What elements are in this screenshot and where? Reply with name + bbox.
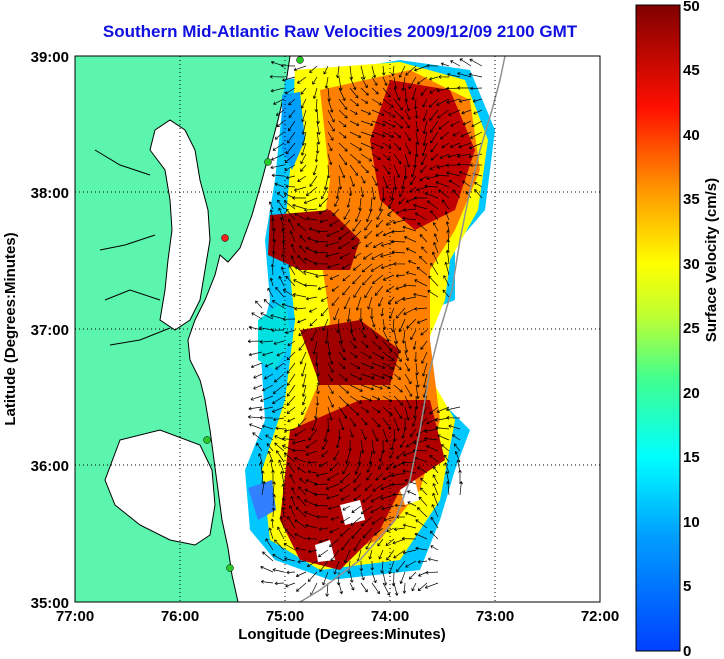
colorbar-tick-label: 5	[683, 578, 691, 595]
colorbar-tick-label: 25	[683, 320, 700, 337]
bay-tributary	[94, 149, 171, 346]
map-plot-area	[75, 56, 600, 602]
y-tick-label: 39:00	[31, 49, 69, 66]
radar-station-marker	[264, 158, 272, 166]
velocity-vectors	[247, 58, 483, 597]
y-tick-label: 37:00	[31, 322, 69, 339]
colorbar-ticks: 50 45 40 35 30 25 20 15 10 5 0	[683, 0, 700, 659]
colorbar-tick-label: 15	[683, 449, 700, 466]
x-tick-label: 73:00	[476, 608, 514, 625]
colorbar-tick-label: 40	[683, 127, 700, 144]
x-axis-ticks: 77:00 76:00 75:00 74:00 73:00 72:00	[56, 608, 619, 625]
colorbar-tick-label: 10	[683, 514, 700, 531]
colorbar-label: Surface Velocity (cm/s)	[703, 178, 720, 342]
x-tick-label: 77:00	[56, 608, 94, 625]
bathymetry-contour	[299, 56, 506, 602]
colorbar: 50 45 40 35 30 25 20 15 10 5 0 Surface V…	[635, 0, 720, 659]
velocity-field	[245, 60, 495, 580]
radar-station-marker	[296, 56, 304, 64]
x-tick-label: 75:00	[266, 608, 304, 625]
plot-frame	[74, 55, 601, 603]
colorbar-tick-label: 45	[683, 62, 700, 79]
y-tick-label: 35:00	[31, 595, 69, 612]
colorbar-gradient	[635, 4, 681, 652]
pamlico-sound	[104, 429, 216, 546]
x-tick-label: 74:00	[371, 608, 409, 625]
colorbar-tick-label: 0	[683, 643, 691, 659]
x-tick-label: 76:00	[161, 608, 199, 625]
y-tick-label: 38:00	[31, 185, 69, 202]
y-axis-label: Latitude (Degrees:Minutes)	[2, 232, 19, 425]
radar-station-marker	[221, 234, 229, 242]
y-tick-label: 36:00	[31, 458, 69, 475]
velocity-arrow	[247, 58, 483, 597]
x-axis-label: Longitude (Degrees:Minutes)	[238, 626, 446, 643]
colorbar-tick-label: 20	[683, 385, 700, 402]
colorbar-tick-label: 30	[683, 256, 700, 273]
colorbar-tick-label: 50	[683, 0, 700, 15]
colorbar-tick-label: 35	[683, 191, 700, 208]
radar-stations	[203, 56, 304, 572]
map-title: Southern Mid-Atlantic Raw Velocities 200…	[102, 22, 578, 41]
y-axis-ticks: 39:00 38:00 37:00 36:00 35:00	[31, 49, 69, 612]
x-tick-label: 72:00	[581, 608, 619, 625]
grid-lines	[75, 56, 600, 602]
radar-station-marker	[203, 436, 211, 444]
radar-station-marker	[226, 564, 234, 572]
